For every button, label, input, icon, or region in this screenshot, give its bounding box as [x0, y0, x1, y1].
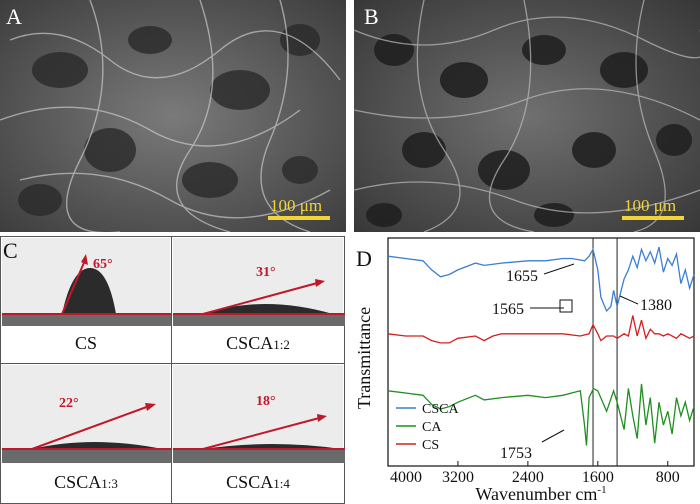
contact-angle-value: 31° — [256, 265, 276, 280]
cell-label: CSCA1:3 — [54, 472, 118, 492]
scale-bar-a — [268, 216, 330, 220]
panel-letter-a: A — [6, 4, 22, 29]
sem-texture-a — [0, 0, 346, 232]
legend: CSCA CA CS — [396, 402, 459, 453]
annotation-box — [559, 299, 573, 313]
contact-angle-value: 22° — [59, 396, 79, 411]
scale-label-a: 100 μm — [270, 196, 323, 215]
droplet-image — [173, 365, 345, 463]
series-line-csca — [387, 246, 695, 313]
annotation-label-1655: 1655 — [506, 268, 538, 285]
droplet-image — [2, 238, 172, 326]
legend-label-cs: CS — [422, 438, 439, 453]
contact-angle-cell-csca-1-3: 22° CSCA1:3 — [0, 363, 172, 504]
panel-letter-b: B — [364, 4, 379, 29]
x-axis-label: Wavenumber cm-1 — [475, 484, 606, 504]
plot-frame — [387, 237, 695, 467]
annotation-arrow — [541, 429, 565, 443]
annotation-label-1753: 1753 — [500, 445, 532, 462]
series-line-cs — [387, 315, 695, 344]
scale-bar-b — [622, 216, 684, 220]
x-tick-label: 800 — [656, 469, 680, 486]
sem-texture-b — [354, 0, 700, 232]
x-tick-label: 2400 — [512, 469, 544, 486]
cell-label: CSCA1:2 — [226, 333, 290, 353]
y-axis-label: Transmittance — [354, 307, 374, 409]
annotation-arrow — [543, 263, 575, 275]
sem-image-a: A 100 μm — [0, 0, 346, 232]
panel-letter-d: D — [356, 246, 372, 271]
contact-angle-panel: C 65° CS 31° CSC — [0, 236, 345, 504]
droplet-image — [2, 365, 172, 463]
legend-label-csca: CSCA — [422, 402, 459, 417]
scale-label-b: 100 μm — [624, 196, 677, 215]
annotation-label-1565: 1565 — [492, 301, 524, 318]
contact-angle-value: 18° — [256, 394, 276, 409]
contact-angle-cell-cs: 65° CS — [0, 236, 172, 364]
series-line-ca — [387, 383, 695, 446]
annotation-label-1380: 1380 — [640, 297, 672, 314]
panel-letter-c: C — [3, 238, 18, 263]
cell-label: CSCA1:4 — [226, 472, 290, 492]
sem-image-b: B 100 μm — [354, 0, 700, 232]
legend-label-ca: CA — [422, 420, 442, 435]
droplet-image — [173, 238, 345, 326]
cell-label: CS — [74, 333, 98, 353]
x-tick-label: 3200 — [442, 469, 474, 486]
annotation-arrow — [619, 295, 639, 305]
contact-angle-cell-csca-1-4: 18° CSCA1:4 — [171, 363, 345, 504]
ftir-chart: D Transmittance 4000 3200 2400 1600 800 Wave… — [354, 237, 695, 504]
contact-angle-cell-csca-1-2: 31° CSCA1:2 — [171, 236, 345, 364]
x-tick-label: 1600 — [582, 469, 614, 486]
contact-angle-value: 65° — [93, 257, 113, 272]
x-tick-label: 4000 — [390, 469, 422, 486]
